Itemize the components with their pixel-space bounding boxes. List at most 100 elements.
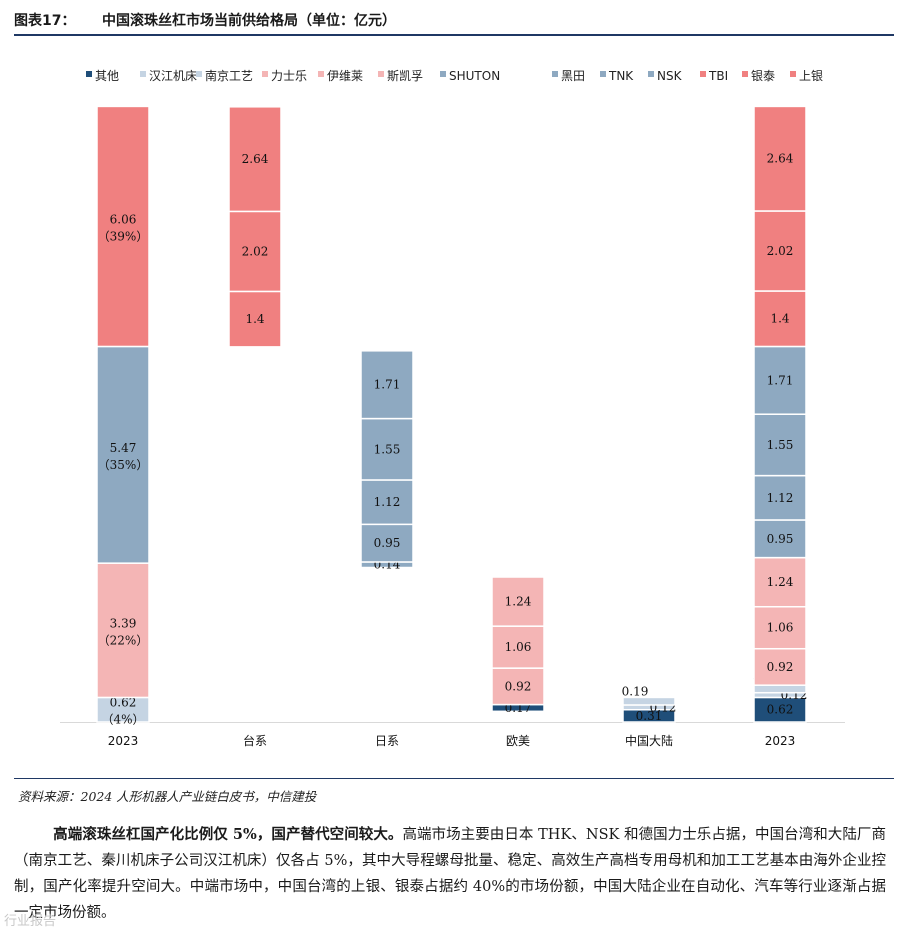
figure-header: 图表17： 中国滚珠丝杠市场当前供给格局（单位：亿元） [14, 6, 894, 36]
legend: 其他 汉江机床 南京工艺 力士乐 伊维莱 斯凯孚 SHUTON 黑田 TNK NSK TBI 银泰 上银 [86, 68, 823, 83]
data-label: 1.55 [767, 438, 794, 452]
x-tick-label: 欧美 [506, 734, 530, 748]
figure-number: 图表17： [14, 13, 76, 29]
data-label: 0.95 [767, 532, 794, 546]
legend-label: TBI [708, 69, 728, 83]
data-label: 1.24 [767, 575, 794, 589]
paragraph-text: 高端市场主要由日本 THK、NSK 和德国力士乐占据，中国台湾和大陆厂商（南京工… [14, 827, 886, 921]
data-label: 1.06 [767, 621, 794, 635]
legend-swatch [140, 71, 146, 77]
data-label: 6.06 [110, 212, 137, 226]
header-rule [14, 34, 894, 36]
bar-segment [491, 667, 545, 706]
legend-label: 斯凯孚 [387, 69, 423, 83]
data-label: 5.47 [110, 441, 137, 455]
bar-segment [96, 105, 150, 348]
bar-segment [491, 576, 545, 627]
legend-swatch [552, 71, 558, 77]
data-label: 2.02 [242, 244, 269, 258]
legend-swatch [440, 71, 446, 77]
bar-segment [753, 105, 807, 212]
data-sublabel: （35%） [98, 458, 149, 472]
bar-segment [753, 290, 807, 348]
data-label: 1.4 [245, 312, 264, 326]
bar-segment [360, 479, 414, 526]
stacked-bar-chart: 其他 汉江机床 南京工艺 力士乐 伊维莱 斯凯孚 SHUTON 黑田 TNK NSK TBI 银泰 上银… [60, 68, 845, 748]
data-sublabel: （4%） [101, 713, 144, 727]
data-label: 1.4 [770, 312, 789, 326]
data-label: 0.92 [767, 660, 794, 674]
legend-label: 其他 [95, 69, 119, 83]
legend-swatch [196, 71, 202, 77]
legend-label: 南京工艺 [205, 68, 253, 83]
bar-segment [753, 474, 807, 521]
data-label: 1.71 [767, 373, 794, 387]
legend-label: 力士乐 [271, 69, 307, 83]
bar-segment [228, 290, 282, 348]
data-label: 0.92 [505, 679, 532, 693]
data-label: 1.12 [374, 495, 401, 509]
bar-segment [360, 350, 414, 420]
legend-label: 伊维莱 [327, 69, 363, 83]
legend-swatch [742, 71, 748, 77]
data-label: 1.12 [767, 491, 794, 505]
legend-label: 银泰 [751, 69, 775, 83]
legend-swatch [86, 71, 92, 77]
legend-swatch [600, 71, 606, 77]
legend-label: TNK [608, 69, 634, 83]
x-tick-label: 中国大陆 [625, 733, 673, 748]
bar-segment [753, 345, 807, 415]
x-tick-label: 日系 [375, 734, 399, 748]
paragraph-lead: 高端滚珠丝杠国产化比例仅 5%，国产替代空间较大。 [53, 826, 403, 843]
bar-segment [228, 210, 282, 293]
legend-swatch [700, 71, 706, 77]
body-paragraph: 高端滚珠丝杠国产化比例仅 5%，国产替代空间较大。高端市场主要由日本 THK、N… [14, 822, 886, 926]
bar-segment [753, 605, 807, 650]
bar-segment [753, 556, 807, 608]
bar-segment [360, 417, 414, 481]
x-tick-label: 台系 [243, 733, 267, 748]
data-label: 1.06 [505, 640, 532, 654]
bar-segment [753, 684, 807, 694]
data-label: 2.02 [767, 244, 794, 258]
data-label: 1.24 [505, 595, 532, 609]
legend-swatch [648, 71, 654, 77]
watermark-text: 行业报告 [4, 914, 57, 929]
data-sublabel: （39%） [98, 229, 149, 243]
bar-column: 0.62 （4%） 3.39 （22%） 5.47 （35%） 6.06 （39%） 2023 [96, 105, 150, 748]
source-note: 资料来源：2024 人形机器人产业链白皮书，中信建投 [18, 789, 317, 804]
data-label: 0.19 [622, 684, 649, 698]
legend-label: 上银 [799, 69, 823, 83]
x-tick-label: 2023 [765, 734, 796, 748]
data-label: 2.64 [242, 152, 269, 166]
legend-label: NSK [657, 69, 683, 83]
data-label: 0.95 [374, 536, 401, 550]
footer-rule [14, 778, 894, 779]
x-tick-label: 2023 [108, 734, 139, 748]
bar-segment [228, 106, 282, 213]
data-label: 3.39 [110, 616, 137, 630]
data-label: 0.62 [110, 696, 137, 710]
legend-swatch [378, 71, 384, 77]
legend-swatch [318, 71, 324, 77]
data-label: 2.64 [767, 152, 794, 166]
bar-segment [622, 696, 676, 706]
figure-title: 中国滚珠丝杠市场当前供给格局（单位：亿元） [102, 13, 396, 29]
legend-label: SHUTON [449, 69, 500, 83]
legend-label: 黑田 [561, 69, 585, 83]
data-label: 1.55 [374, 442, 401, 456]
data-label: 0.31 [636, 709, 663, 723]
bar-segment [96, 345, 150, 564]
legend-swatch [262, 71, 268, 77]
legend-label: 汉江机床 [149, 69, 197, 83]
bar-segment [491, 625, 545, 669]
data-label: 0.62 [767, 703, 794, 717]
bar-column: 0.620.120.190.921.061.240.951.121.551.71… [753, 105, 807, 748]
data-sublabel: （22%） [98, 633, 149, 647]
bar-segment [360, 523, 414, 563]
legend-swatch [790, 71, 796, 77]
bar-column: 1.4 2.02 2.64 台系 [228, 106, 282, 748]
